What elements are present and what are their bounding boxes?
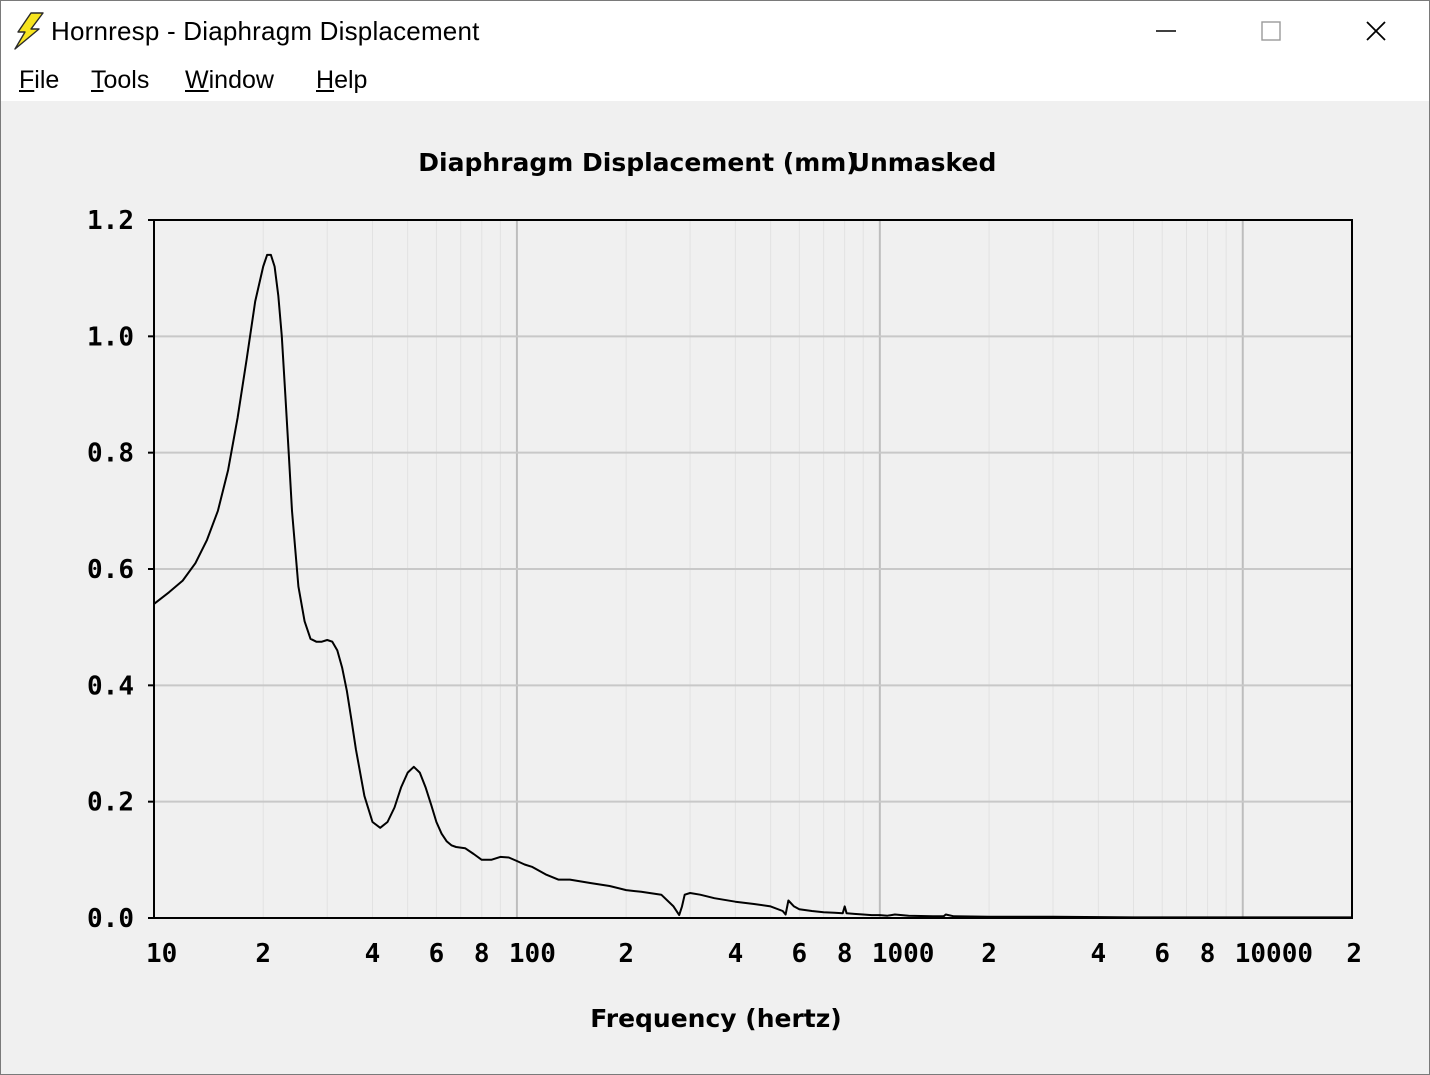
- x-tick-label: 10000: [1235, 939, 1313, 969]
- menu-help-label: elp: [334, 66, 368, 94]
- menu-file-label: ile: [34, 66, 60, 94]
- y-tick-label: 0.8: [87, 439, 134, 469]
- x-tick-label: 8: [474, 939, 490, 969]
- y-tick-label: 1.2: [87, 206, 134, 236]
- x-tick-label: 2: [981, 939, 997, 969]
- x-tick-label: 100: [509, 939, 556, 969]
- grid-lines: [153, 219, 1353, 919]
- menu-bar: File Tools Window Help: [1, 63, 1429, 101]
- menu-window-label: indow: [208, 66, 274, 94]
- x-tick-label: 4: [1091, 939, 1107, 969]
- menu-window-mnemonic: W: [185, 66, 209, 94]
- x-tick-label: 6: [429, 939, 445, 969]
- x-tick-label: 10: [146, 939, 177, 969]
- series-layer: [153, 253, 1352, 919]
- close-button[interactable]: [1323, 1, 1428, 61]
- x-axis-ticks: 10 2 4 6 8 100 2 4 6 8 1000 2 4 6 8 10000 2: [146, 939, 1362, 969]
- menu-file[interactable]: File: [19, 66, 59, 95]
- x-tick-label: 2: [255, 939, 271, 969]
- menu-tools[interactable]: Tools: [91, 66, 149, 95]
- y-tick-label: 0.2: [87, 788, 134, 818]
- x-tick-label: 2: [618, 939, 634, 969]
- x-tick-label: 6: [791, 939, 807, 969]
- x-tick-label: 8: [837, 939, 853, 969]
- menu-file-mnemonic: F: [19, 66, 35, 94]
- y-tick-label: 0.0: [87, 904, 134, 934]
- chart-panel: Diaphragm Displacement (mm) Unmasked 0.0…: [1, 101, 1429, 1074]
- menu-tools-mnemonic: T: [91, 66, 104, 94]
- minimize-icon: [1155, 30, 1176, 32]
- displacement-series-line: [153, 253, 1352, 919]
- lightning-bolt-icon: [14, 12, 44, 50]
- x-tick-label: 1000: [872, 939, 935, 969]
- displacement-chart: Diaphragm Displacement (mm) Unmasked 0.0…: [87, 148, 1362, 1033]
- minimize-button[interactable]: [1113, 1, 1218, 61]
- menu-help-mnemonic: H: [316, 66, 335, 94]
- x-tick-label: 8: [1200, 939, 1216, 969]
- y-tick-label: 0.4: [87, 671, 134, 701]
- chart-subtitle: Unmasked: [850, 148, 997, 177]
- x-tick-label: 2: [1346, 939, 1362, 969]
- title-bar[interactable]: Hornresp - Diaphragm Displacement: [1, 1, 1429, 63]
- window-title: Hornresp - Diaphragm Displacement: [51, 16, 480, 46]
- x-tick-label: 4: [365, 939, 381, 969]
- x-tick-label: 4: [728, 939, 744, 969]
- maximize-button[interactable]: [1218, 1, 1323, 61]
- menu-tools-label: ools: [103, 66, 150, 94]
- maximize-icon: [1260, 21, 1281, 41]
- y-tick-label: 0.6: [87, 555, 134, 585]
- x-tick-label: 6: [1154, 939, 1170, 969]
- chart-title: Diaphragm Displacement (mm): [418, 148, 857, 177]
- y-axis-ticks: 0.0 0.2 0.4 0.6 0.8 1.0 1.2: [87, 206, 154, 934]
- menu-help[interactable]: Help: [316, 66, 367, 95]
- close-icon: [1365, 21, 1386, 41]
- menu-window[interactable]: Window: [185, 66, 274, 95]
- y-tick-label: 1.0: [87, 322, 134, 352]
- x-axis-label: Frequency (hertz): [590, 1004, 841, 1033]
